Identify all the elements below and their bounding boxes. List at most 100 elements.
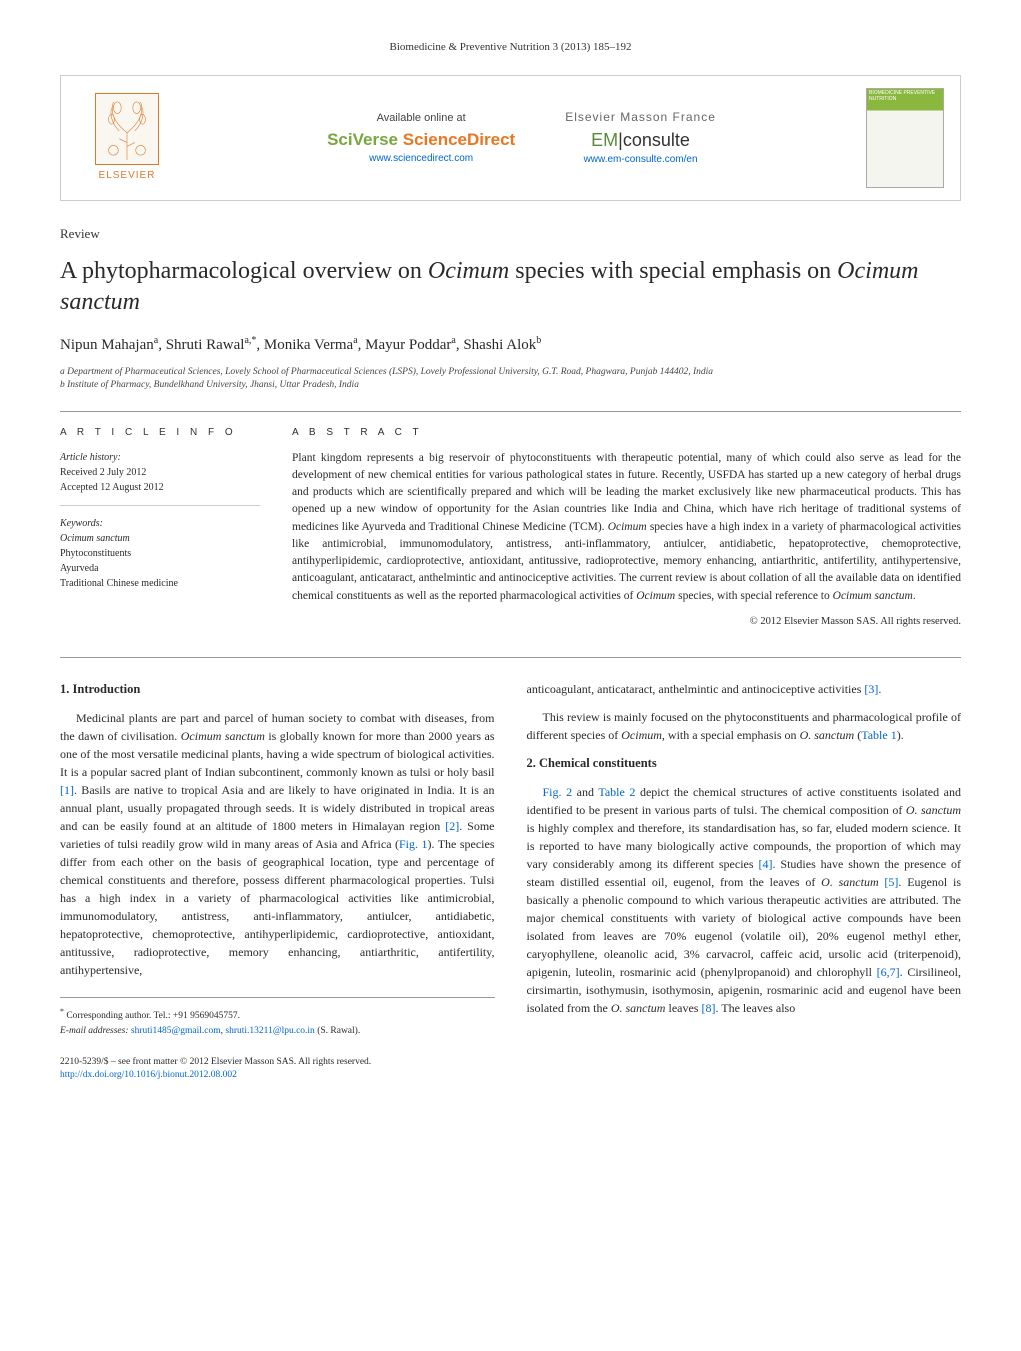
col2-paragraph-1: anticoagulant, anticataract, anthelminti… <box>527 680 962 698</box>
intro-text-e: ). The species differ from each other on… <box>60 837 495 977</box>
ref-4[interactable]: [4] <box>758 857 772 871</box>
sciencedirect-suffix: ScienceDirect <box>403 130 515 149</box>
sciencedirect-block: Available online at SciVerse ScienceDire… <box>327 111 515 166</box>
sciverse-prefix: SciVerse <box>327 130 398 149</box>
em-prefix: EM <box>591 130 618 150</box>
abstract-post: species, with special reference to <box>675 590 832 602</box>
author-3: Monika Verma <box>264 337 353 353</box>
available-at-label: Available online at <box>327 111 515 126</box>
journal-cover-thumb: BIOMEDICINE PREVENTIVE NUTRITION <box>866 88 944 188</box>
keyword-4: Traditional Chinese medicine <box>60 576 260 591</box>
sciencedirect-url[interactable]: www.sciencedirect.com <box>327 152 515 166</box>
author-4: Mayur Poddar <box>365 337 451 353</box>
corr-star: * <box>60 1007 64 1016</box>
journal-thumb-title: BIOMEDICINE PREVENTIVE NUTRITION <box>869 91 941 102</box>
col2-paragraph-2: This review is mainly focused on the phy… <box>527 708 962 744</box>
header-box: ELSEVIER Available online at SciVerse Sc… <box>60 75 961 201</box>
author-1: Nipun Mahajan <box>60 337 154 353</box>
doi-value: 10.1016/j.bionut.2012.08.002 <box>124 1070 237 1080</box>
corr-name: (S. Rawal). <box>315 1026 360 1036</box>
abstract-text: Plant kingdom represents a big reservoir… <box>292 450 961 605</box>
ref-3[interactable]: [3] <box>864 682 878 696</box>
body-col-left: 1. Introduction Medicinal plants are par… <box>60 680 495 1037</box>
doi-label: http://dx.doi.org/ <box>60 1070 124 1080</box>
abstract-heading: a b s t r a c t <box>292 426 961 440</box>
keyword-1: Ocimum sanctum <box>60 531 260 546</box>
abstract-em-2: Ocimum <box>636 590 675 602</box>
article-history-block: Article history: Received 2 July 2012 Ac… <box>60 450 260 506</box>
col2-em-1: Ocimum <box>621 728 662 742</box>
col2-p2-b: , with a special emphasis on <box>662 728 800 742</box>
body-columns: 1. Introduction Medicinal plants are par… <box>60 657 961 1037</box>
body-col-right: anticoagulant, anticataract, anthelminti… <box>527 680 962 1037</box>
affiliation-b: b Institute of Pharmacy, Bundelkhand Uni… <box>60 379 961 392</box>
chem-b: and <box>572 785 598 799</box>
chem-j: . The leaves also <box>715 1001 795 1015</box>
ref-1[interactable]: [1] <box>60 783 74 797</box>
keyword-2: Phytoconstituents <box>60 546 260 561</box>
article-type: Review <box>60 225 961 243</box>
accepted-date: Accepted 12 August 2012 <box>60 480 260 495</box>
intro-text-c: . Basils are native to tropical Asia and… <box>60 783 495 833</box>
author-3-sup: a <box>353 335 357 346</box>
corresponding-author: * Corresponding author. Tel.: +91 956904… <box>60 997 495 1038</box>
history-label: Article history: <box>60 450 260 465</box>
chem-i: leaves <box>665 1001 701 1015</box>
corr-label: Corresponding author. Tel.: +91 95690457… <box>66 1011 240 1021</box>
chem-em-2: O. sanctum <box>821 875 878 889</box>
col2-text-b: . <box>878 682 881 696</box>
table-1-link[interactable]: Table 1 <box>861 728 896 742</box>
sciverse-logo: SciVerse ScienceDirect <box>327 128 515 152</box>
footer-issn: 2210-5239/$ – see front matter © 2012 El… <box>60 1056 961 1069</box>
article-title: A phytopharmacological overview on Ocimu… <box>60 256 961 318</box>
ref-8[interactable]: [8] <box>701 1001 715 1015</box>
author-list: Nipun Mahajana, Shruti Rawala,*, Monika … <box>60 334 961 356</box>
abstract-em-1: Ocimum <box>608 521 647 533</box>
ref-2[interactable]: [2] <box>445 819 459 833</box>
intro-em-1: Ocimum sanctum <box>181 729 265 743</box>
email-label: E-mail addresses: <box>60 1026 129 1036</box>
corr-email-1[interactable]: shruti1485@gmail.com <box>131 1026 221 1036</box>
intro-paragraph-1: Medicinal plants are part and parcel of … <box>60 709 495 979</box>
fig-1-link[interactable]: Fig. 1 <box>399 837 427 851</box>
col2-p2-d: ). <box>897 728 904 742</box>
keywords-block: Keywords: Ocimum sanctum Phytoconstituen… <box>60 516 260 601</box>
title-part-2: species with special emphasis on <box>509 258 837 284</box>
author-1-sup: a <box>154 335 158 346</box>
article-info-heading: a r t i c l e i n f o <box>60 426 260 440</box>
abstract-copyright: © 2012 Elsevier Masson SAS. All rights r… <box>292 615 961 630</box>
abstract-col: a b s t r a c t Plant kingdom represents… <box>292 426 961 630</box>
elsevier-masson-label: Elsevier Masson France <box>565 109 716 126</box>
received-date: Received 2 July 2012 <box>60 465 260 480</box>
author-4-sup: a <box>451 335 455 346</box>
chem-em-3: O. sanctum <box>611 1001 666 1015</box>
ref-5[interactable]: [5] <box>884 875 898 889</box>
fig-2-link[interactable]: Fig. 2 <box>543 785 573 799</box>
section-2-heading: 2. Chemical constituents <box>527 754 962 773</box>
journal-citation: Biomedicine & Preventive Nutrition 3 (20… <box>60 40 961 55</box>
author-5: Shashi Alok <box>463 337 536 353</box>
abstract-end: . <box>913 590 916 602</box>
page-footer: 2210-5239/$ – see front matter © 2012 El… <box>60 1056 961 1083</box>
chem-paragraph-1: Fig. 2 and Table 2 depict the chemical s… <box>527 783 962 1017</box>
abstract-em-3: Ocimum sanctum <box>833 590 913 602</box>
elsevier-logo: ELSEVIER <box>77 93 177 183</box>
emconsulte-url[interactable]: www.em-consulte.com/en <box>565 153 716 167</box>
table-2-link[interactable]: Table 2 <box>598 785 635 799</box>
col2-text-a: anticoagulant, anticataract, anthelminti… <box>527 682 865 696</box>
elsevier-wordmark: ELSEVIER <box>99 169 156 183</box>
ref-6-7[interactable]: [6,7] <box>877 965 900 979</box>
chem-g: . Eugenol is basically a phenolic compou… <box>527 875 962 979</box>
corr-email-2[interactable]: shruti.13211@lpu.co.in <box>225 1026 314 1036</box>
author-2-sup: a,* <box>244 335 256 346</box>
doi-link[interactable]: http://dx.doi.org/10.1016/j.bionut.2012.… <box>60 1070 237 1080</box>
keywords-label: Keywords: <box>60 516 260 531</box>
keyword-3: Ayurveda <box>60 561 260 576</box>
header-center-links: Available online at SciVerse ScienceDire… <box>189 109 854 167</box>
affiliation-a: a Department of Pharmaceutical Sciences,… <box>60 366 961 379</box>
info-abstract-row: a r t i c l e i n f o Article history: R… <box>60 411 961 630</box>
em-consulte-logo: EM|consulte <box>565 128 716 153</box>
author-2: Shruti Rawal <box>166 337 245 353</box>
chem-em-1: O. sanctum <box>906 803 961 817</box>
elsevier-tree-icon <box>95 93 159 165</box>
